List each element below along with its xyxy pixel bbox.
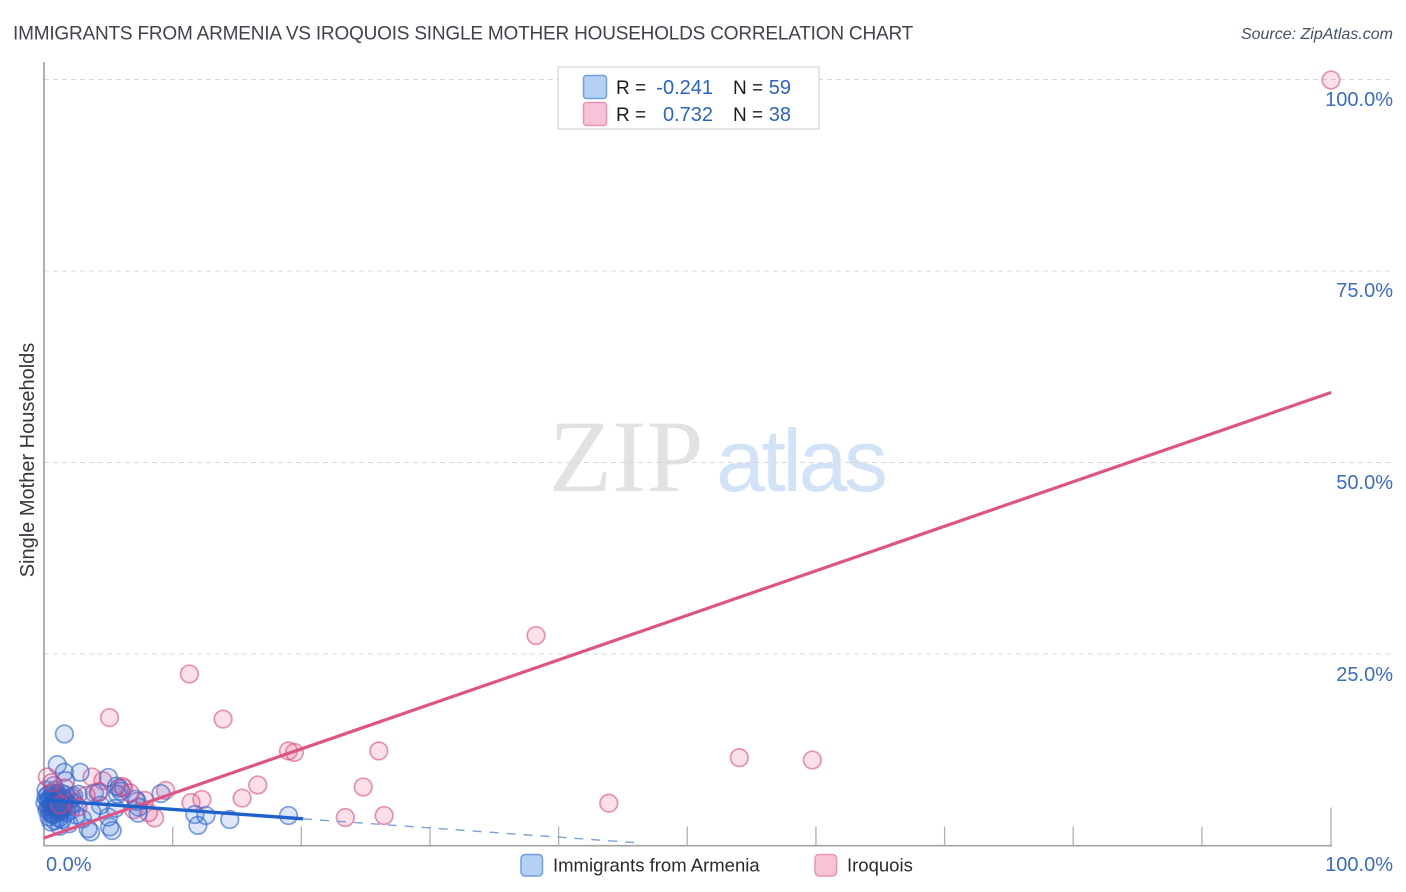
svg-text:atlas: atlas — [716, 411, 885, 510]
svg-text:IMMIGRANTS FROM ARMENIA VS IRO: IMMIGRANTS FROM ARMENIA VS IROQUOIS SING… — [13, 24, 914, 45]
svg-text:50.0%: 50.0% — [1336, 472, 1393, 494]
svg-text:N =: N = — [733, 105, 763, 126]
svg-text:100.0%: 100.0% — [1325, 854, 1393, 876]
svg-text:75.0%: 75.0% — [1336, 280, 1393, 302]
svg-text:Iroquois: Iroquois — [847, 855, 913, 876]
svg-text:N =: N = — [733, 78, 763, 99]
svg-text:Immigrants from Armenia: Immigrants from Armenia — [553, 855, 760, 876]
svg-text:0.0%: 0.0% — [46, 854, 92, 876]
svg-text:25.0%: 25.0% — [1336, 664, 1393, 686]
svg-text:R =: R = — [616, 78, 646, 99]
svg-text:0.732: 0.732 — [663, 104, 713, 126]
svg-text:-0.241: -0.241 — [656, 77, 713, 99]
svg-text:ZIP: ZIP — [549, 400, 704, 514]
svg-text:100.0%: 100.0% — [1325, 89, 1393, 111]
svg-text:R =: R = — [616, 105, 646, 126]
svg-text:Source: ZipAtlas.com: Source: ZipAtlas.com — [1241, 26, 1393, 43]
svg-text:59: 59 — [769, 77, 791, 99]
svg-text:38: 38 — [769, 104, 791, 126]
svg-text:Single Mother Households: Single Mother Households — [17, 343, 39, 578]
